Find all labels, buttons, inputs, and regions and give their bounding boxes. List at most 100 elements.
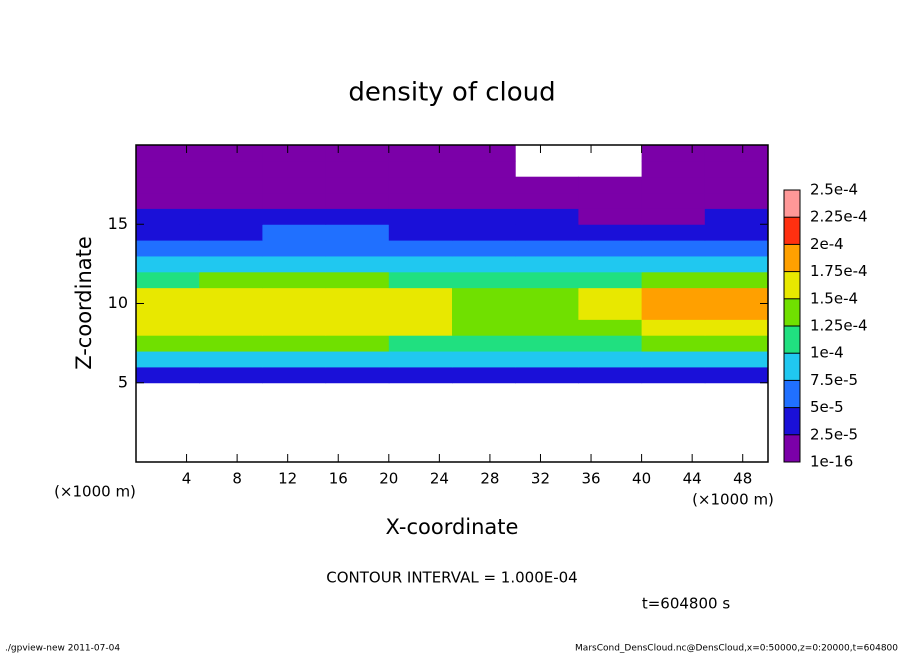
x-unit-right: (×1000 m): [692, 491, 774, 509]
x-axis-label: X-coordinate: [386, 515, 519, 539]
heatmap-cell: [262, 319, 327, 336]
heatmap-cell: [388, 208, 453, 225]
heatmap-cell: [199, 145, 263, 162]
heatmap-cell: [262, 335, 327, 352]
x-tick-label: 36: [581, 470, 600, 488]
heatmap-cell: [199, 319, 263, 336]
heatmap-cell: [136, 240, 200, 257]
heatmap-cell: [515, 271, 579, 289]
x-tick-label: 8: [232, 470, 242, 488]
heatmap-cell: [325, 287, 390, 304]
heatmap-cell: [262, 287, 327, 304]
heatmap-cell: [199, 255, 263, 273]
heatmap-cell: [199, 176, 263, 194]
heatmap-cell: [704, 176, 769, 194]
heatmap-cell: [325, 335, 390, 352]
heatmap-cell: [452, 271, 516, 289]
x-tick-label: 40: [632, 470, 651, 488]
heatmap-cell: [704, 303, 769, 320]
x-tick-label: 24: [430, 470, 449, 488]
colorbar-swatch: [784, 298, 800, 326]
colorbar-swatch: [784, 434, 800, 462]
colorbar-swatch: [784, 271, 800, 299]
heatmap-cell: [452, 255, 516, 273]
colorbar-swatch: [784, 190, 800, 218]
x-tick-label: 28: [480, 470, 499, 488]
colorbar-swatch: [784, 380, 800, 408]
heatmap-cell: [452, 192, 516, 209]
heatmap-cell: [452, 176, 516, 194]
heatmap-cell: [199, 287, 263, 304]
x-tick-label: 20: [379, 470, 398, 488]
heatmap-cell: [704, 319, 769, 336]
heatmap-cell: [641, 271, 706, 289]
y-tick-label: 10: [108, 293, 128, 312]
heatmap-cell: [136, 208, 200, 225]
heatmap-cell: [262, 192, 327, 209]
heatmap-cell: [325, 351, 390, 368]
heatmap-cell: [641, 319, 706, 336]
heatmap-cell: [641, 192, 706, 209]
heatmap-cell: [578, 351, 643, 368]
x-tick-label: 48: [733, 470, 752, 488]
colorbar-label: 2e-4: [810, 235, 844, 253]
heatmap-cell: [704, 145, 769, 162]
heatmap-cell: [704, 335, 769, 352]
heatmap-cell: [262, 303, 327, 320]
heatmap-cell: [452, 351, 516, 368]
colorbar-label: 1.25e-4: [810, 317, 868, 335]
heatmap-cell: [199, 351, 263, 368]
heatmap-cell: [452, 287, 516, 304]
heatmap-cell: [388, 366, 453, 384]
x-tick-label: 44: [683, 470, 702, 488]
colorbar-swatch: [784, 217, 800, 245]
heatmap-cell: [199, 335, 263, 352]
heatmap-cell: [325, 208, 390, 225]
heatmap-cell: [136, 335, 200, 352]
heatmap-cell: [388, 224, 453, 241]
heatmap-cell: [388, 335, 453, 352]
heatmap-cell: [199, 224, 263, 241]
footer-left: ./gpview-new 2011-07-04: [5, 644, 120, 654]
x-tick-label: 32: [531, 470, 550, 488]
heatmap-cell: [199, 240, 263, 257]
colorbar-label: 2.25e-4: [810, 208, 868, 226]
heatmap-cell: [452, 160, 516, 178]
heatmap-cell: [515, 240, 579, 257]
heatmap-cell: [515, 351, 579, 368]
heatmap-cell: [325, 319, 390, 336]
heatmap-cell: [704, 192, 769, 209]
heatmap-cell: [578, 192, 643, 209]
heatmap-cell: [452, 224, 516, 241]
heatmap-cell: [199, 271, 263, 289]
heatmap-cell: [704, 240, 769, 257]
heatmap-cell: [136, 303, 200, 320]
heatmap-cell: [641, 287, 706, 304]
heatmap-cell: [641, 224, 706, 241]
heatmap-cell: [262, 145, 327, 162]
heatmap-cell: [136, 287, 200, 304]
heatmap-cell: [136, 160, 200, 178]
heatmap-cell: [388, 287, 453, 304]
heatmap-cell: [578, 224, 643, 241]
heatmap-cell: [578, 287, 643, 304]
heatmap-cell: [578, 176, 643, 194]
heatmap-cell: [515, 224, 579, 241]
footer-right: MarsCond_DensCloud.nc@DensCloud,x=0:5000…: [575, 644, 898, 654]
heatmap-cell: [515, 287, 579, 304]
heatmap-cell: [704, 208, 769, 225]
heatmap-cell: [704, 287, 769, 304]
colorbar-label: 2.5e-4: [810, 181, 858, 199]
time-label: t=604800 s: [642, 595, 730, 613]
heatmap-cell: [325, 255, 390, 273]
heatmap-cell: [515, 255, 579, 273]
heatmap-cell: [641, 351, 706, 368]
heatmap-cell: [704, 224, 769, 241]
colorbar-label: 1.5e-4: [810, 289, 858, 307]
heatmap-cell: [136, 224, 200, 241]
heatmap-cell: [515, 303, 579, 320]
annotation: CONTOUR INTERVAL = 1.000E-04: [326, 569, 577, 587]
heatmap-cell: [578, 303, 643, 320]
heatmap-cell: [262, 240, 327, 257]
colorbar-label: 5e-5: [810, 398, 844, 416]
